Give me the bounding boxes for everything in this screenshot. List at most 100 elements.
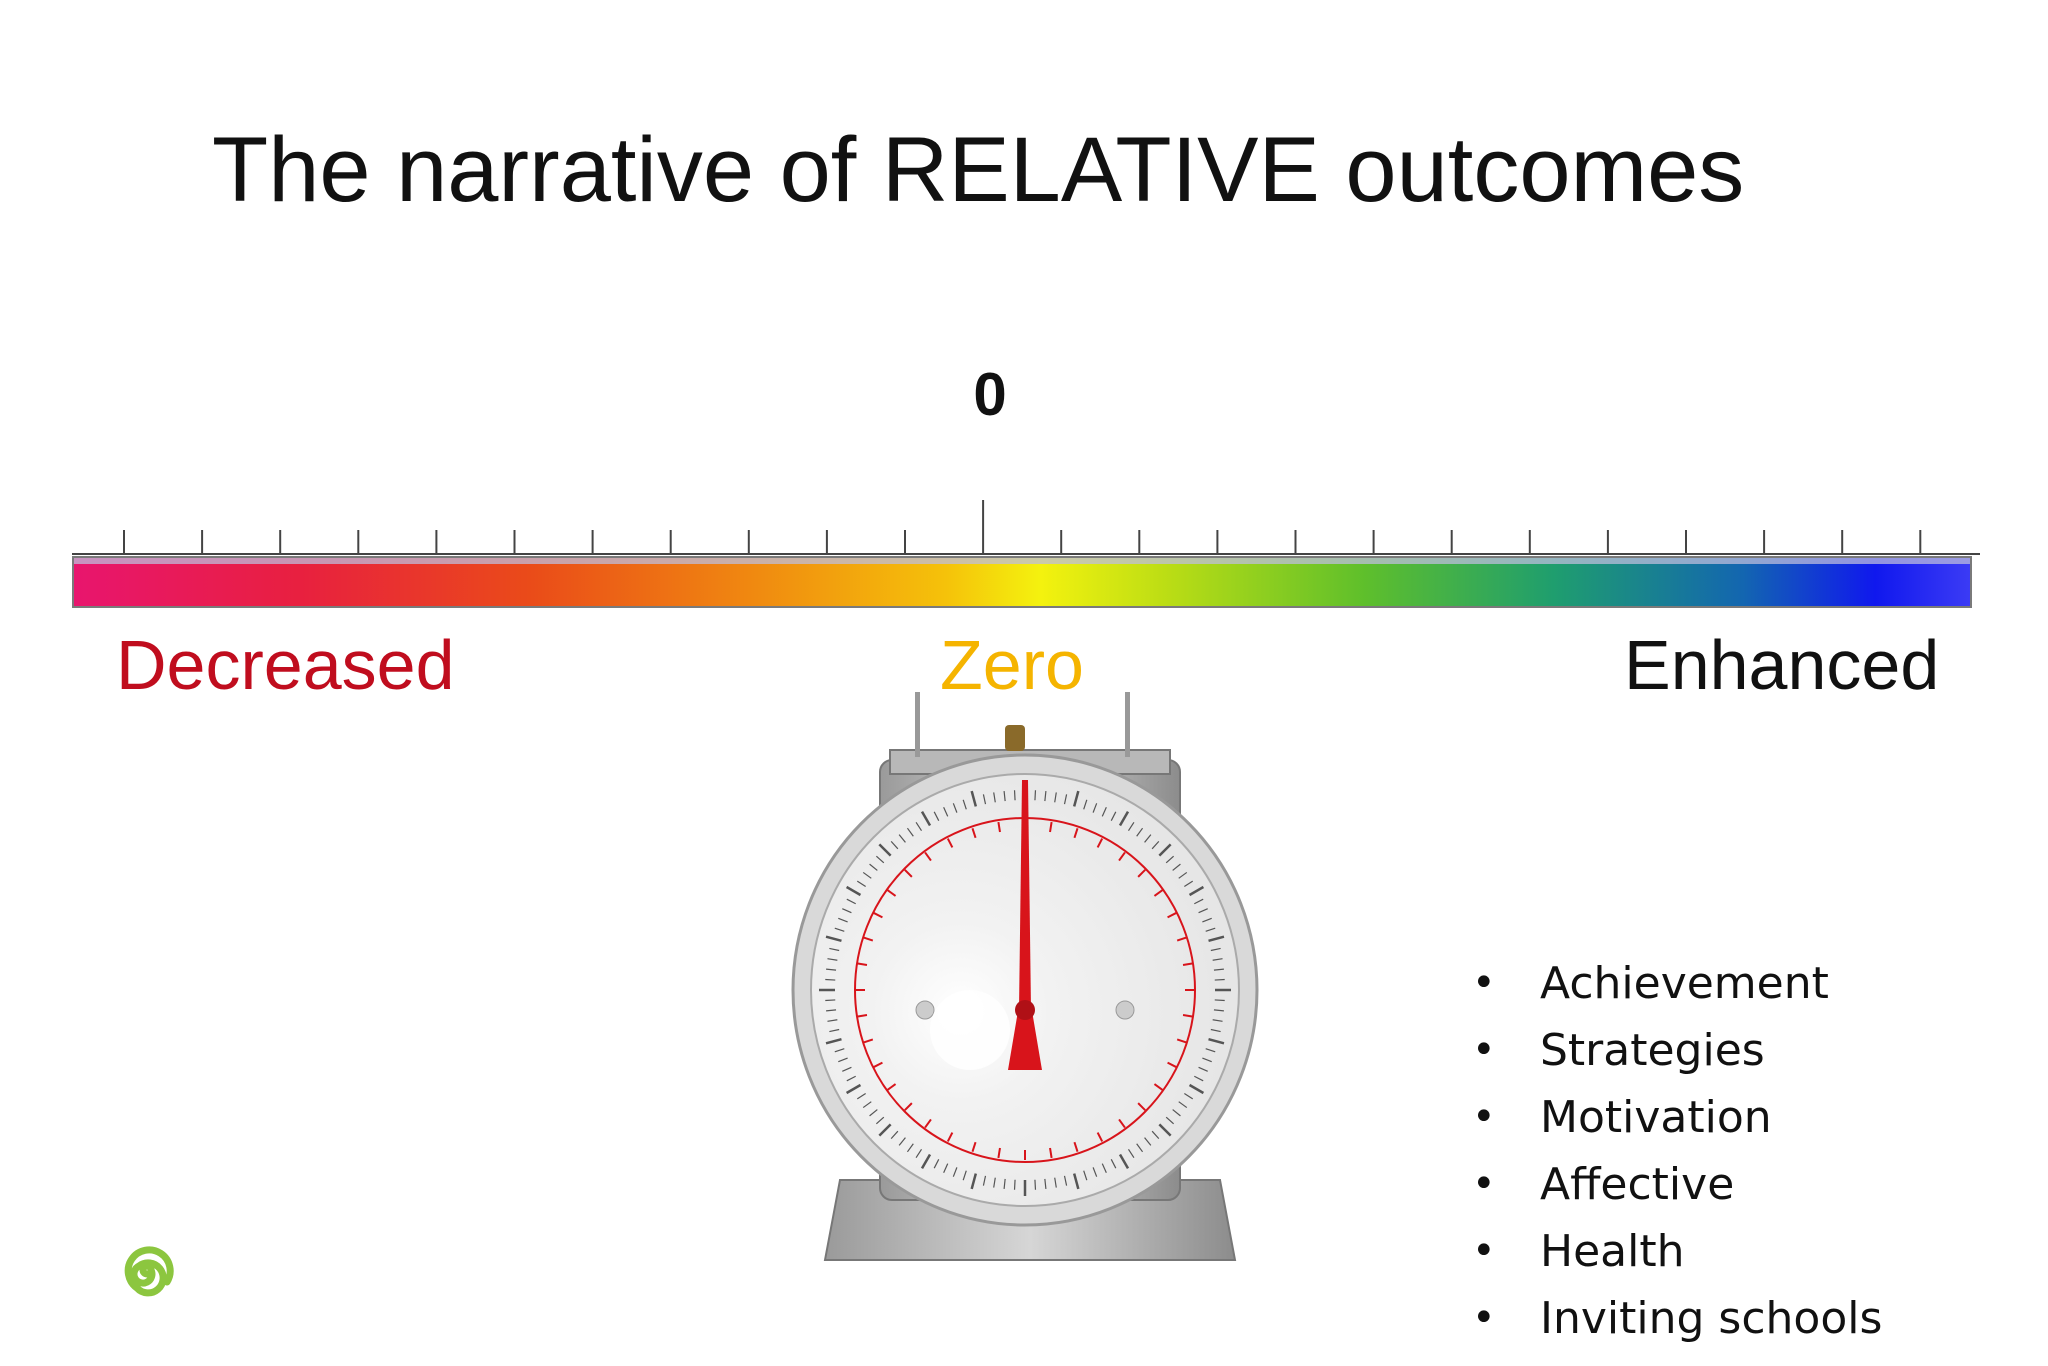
dial-tick (1214, 978, 1225, 981)
dial-red-tick (1182, 1014, 1194, 1018)
dial-red-tick (863, 1038, 874, 1044)
bullet-dot: • (1472, 1094, 1496, 1140)
dial-red-tick (856, 1014, 868, 1018)
dial-tick (878, 843, 892, 857)
dial-tick (933, 1159, 940, 1169)
dial-tick (1083, 1170, 1088, 1181)
dial-red-tick (1049, 821, 1053, 833)
dial-tick (1188, 1083, 1205, 1095)
dial-tick (952, 803, 958, 813)
dial-red-tick (971, 1141, 977, 1152)
list-item-label: Inviting schools (1540, 1293, 1883, 1344)
dial-red-tick (1073, 828, 1079, 839)
dial-red-tick (1137, 1102, 1146, 1111)
dial-tick (1092, 1167, 1098, 1177)
dial-red-tick (946, 838, 954, 848)
dial-tick (826, 968, 837, 971)
dial-tick (838, 1057, 848, 1063)
list-item: • Strategies (1466, 1017, 1882, 1084)
dial-red-tick (1137, 869, 1146, 878)
dial-tick (1198, 1066, 1208, 1072)
dial-red-tick (946, 1132, 954, 1142)
dial-tick (1013, 1179, 1016, 1190)
list-item: • Health (1466, 1218, 1882, 1285)
ruler-ticks (72, 500, 1980, 555)
dial-tick (906, 1143, 914, 1153)
dial-tick (1205, 927, 1216, 932)
dial-tick (906, 827, 914, 837)
dial-tick (1208, 1037, 1225, 1045)
dial-red-tick (924, 851, 932, 862)
dial-red-tick (1153, 889, 1164, 897)
dial-tick (1194, 1075, 1204, 1082)
dial-tick (915, 1149, 923, 1159)
dial-tick (825, 1037, 842, 1045)
dial-tick (962, 1170, 967, 1181)
dial-tick (1205, 1048, 1216, 1053)
dial-tick (1210, 1028, 1221, 1033)
dial-tick (1101, 807, 1107, 817)
dial-red-tick (904, 869, 913, 878)
dial-red-tick (856, 962, 868, 966)
dial-red-tick (873, 911, 883, 919)
dial-red-tick (1118, 851, 1126, 862)
dial-tick (1136, 827, 1144, 837)
dial-tick (834, 927, 845, 932)
dial-tick (1165, 1116, 1175, 1125)
dial-tick (1072, 1173, 1080, 1190)
dial-tick (1013, 790, 1016, 801)
dial-tick (1172, 863, 1181, 871)
dial-tick (982, 1175, 987, 1186)
dial-red-tick (1182, 962, 1194, 966)
dial-tick (1127, 1149, 1135, 1159)
dial-tick (829, 1028, 840, 1033)
dial-red-tick (924, 1118, 932, 1129)
bullet-dot: • (1472, 1295, 1496, 1341)
dial-tick (890, 1130, 899, 1140)
dial-tick (970, 790, 978, 807)
dial-red-tick (1153, 1083, 1164, 1091)
dial-red-tick (997, 1147, 1001, 1159)
dial-tick (826, 1009, 837, 1012)
kitchen-scale-icon (791, 692, 1259, 1261)
dial-tick (1151, 1130, 1160, 1140)
list-item-label: Affective (1540, 1159, 1735, 1210)
dial-tick (1110, 1159, 1117, 1169)
dial-tick (982, 794, 987, 805)
dial-tick (1063, 1175, 1068, 1186)
dial-tick (1208, 935, 1225, 943)
dial-tick (862, 1101, 872, 1109)
dial-tick (1054, 792, 1057, 803)
dial-tick (1172, 1109, 1181, 1117)
dial-tick (1158, 843, 1172, 857)
bullet-dot: • (1472, 1027, 1496, 1073)
list-item: • Motivation (1466, 1084, 1882, 1151)
dial-tick (1003, 791, 1006, 802)
list-item-label: Achievement (1540, 958, 1829, 1009)
dial-tick (1165, 855, 1175, 864)
dial-tick (1054, 1177, 1057, 1188)
dial-tick (1184, 880, 1194, 888)
dial-tick (1110, 811, 1117, 821)
dial-tick (1072, 790, 1080, 807)
slide-title: The narrative of RELATIVE outcomes (212, 119, 1745, 221)
dial-red-tick (863, 936, 874, 942)
dial-tick (1003, 1178, 1006, 1189)
dial-tick (1034, 1179, 1037, 1190)
dial-red-tick (886, 889, 897, 897)
dial-tick (862, 871, 872, 879)
list-item-label: Health (1540, 1226, 1685, 1277)
dial-tick (825, 999, 836, 1002)
bullet-dot: • (1472, 1228, 1496, 1274)
dial-tick (829, 947, 840, 952)
dial-tick (846, 1075, 856, 1082)
label-enhanced: Enhanced (1624, 626, 1940, 704)
zero-mark-label: 0 (973, 361, 1007, 428)
dial-red-tick (886, 1083, 897, 1091)
dial-tick (943, 807, 949, 817)
dial-tick (1092, 803, 1098, 813)
dial-tick (933, 811, 940, 821)
dial-tick (846, 898, 856, 905)
list-item: • Affective (1466, 1151, 1882, 1218)
dial-tick (869, 863, 878, 871)
